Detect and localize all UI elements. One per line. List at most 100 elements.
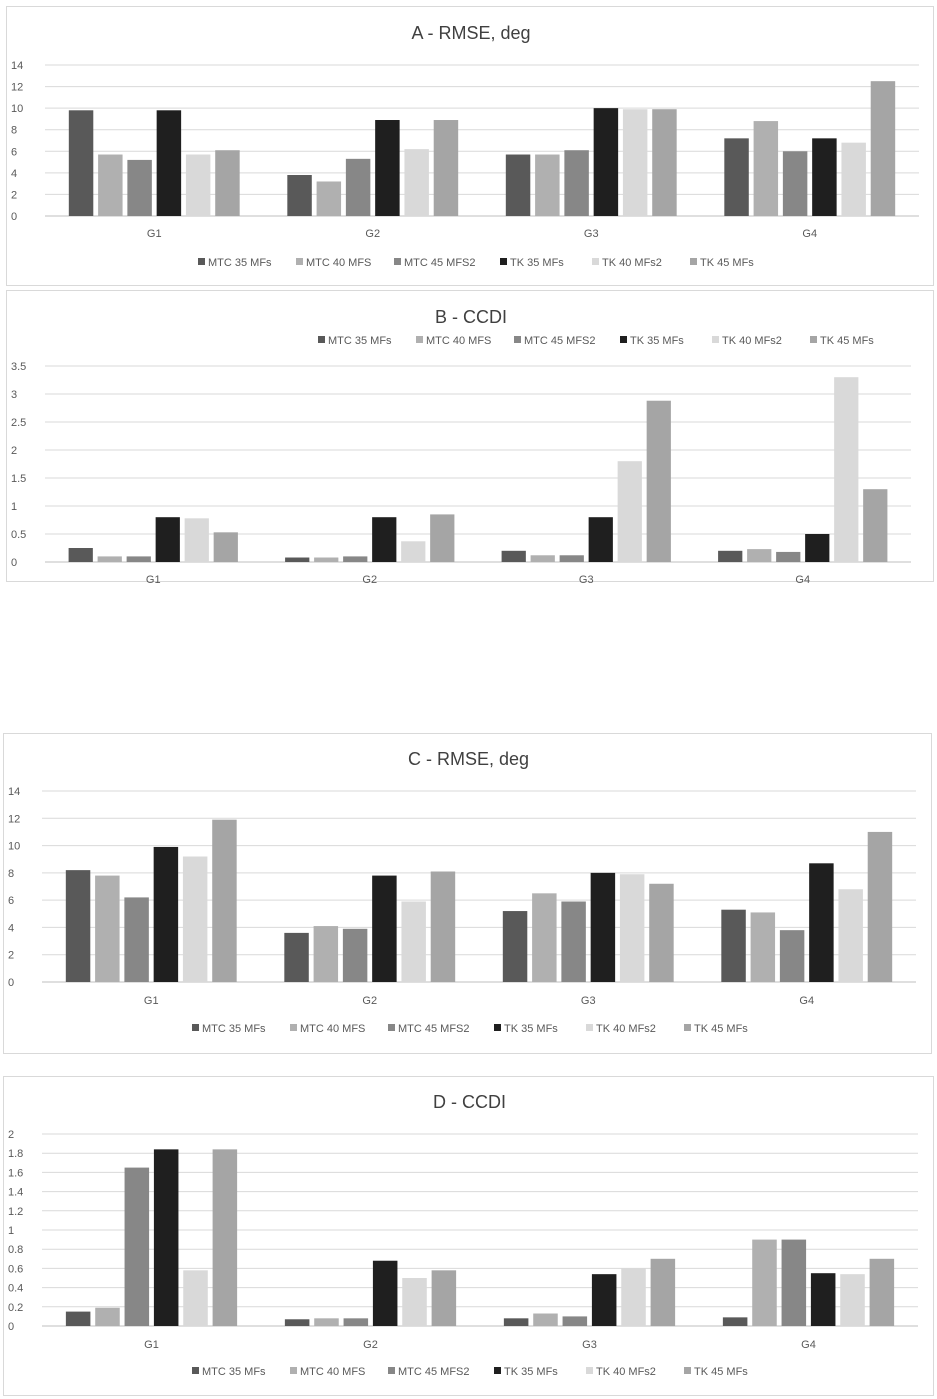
bar <box>401 541 426 562</box>
legend-swatch <box>514 336 521 343</box>
legend-swatch <box>290 1024 297 1031</box>
bar <box>68 548 93 562</box>
bar <box>870 81 896 216</box>
legend-swatch <box>192 1024 199 1031</box>
y-tick-label: 12 <box>11 82 23 94</box>
bar <box>284 1319 310 1326</box>
chart-title: D - CCDI <box>433 1092 506 1112</box>
bar <box>750 912 776 982</box>
bar <box>402 1278 427 1326</box>
bar <box>621 1268 646 1326</box>
y-tick-label: 0.2 <box>8 1302 23 1314</box>
category-label: G3 <box>582 1339 597 1351</box>
bar <box>65 870 91 982</box>
legend-swatch <box>416 336 423 343</box>
bar <box>649 883 674 982</box>
legend-label: MTC 40 MFS <box>426 335 491 347</box>
y-tick-label: 0.6 <box>8 1263 23 1275</box>
category-label: G4 <box>799 995 814 1007</box>
bar <box>126 556 151 562</box>
category-label: G3 <box>579 574 594 583</box>
legend-swatch <box>290 1367 297 1374</box>
bar <box>284 932 309 982</box>
bar <box>535 154 560 216</box>
y-tick-label: 1.2 <box>8 1206 23 1218</box>
bar <box>98 154 123 216</box>
bar <box>863 489 888 562</box>
bar <box>564 150 589 216</box>
y-tick-label: 8 <box>8 868 14 880</box>
y-tick-label: 2 <box>11 189 17 201</box>
bar <box>747 549 772 562</box>
bar <box>841 142 866 216</box>
legend-label: TK 45 MFs <box>700 257 754 269</box>
bar <box>753 121 779 216</box>
bar <box>153 1149 179 1326</box>
bar <box>834 377 859 562</box>
y-tick-label: 0 <box>11 211 17 223</box>
legend-swatch <box>388 1367 395 1374</box>
bar <box>869 1258 895 1326</box>
bar <box>155 517 180 562</box>
bar <box>404 149 429 216</box>
bar <box>375 120 400 216</box>
bar <box>314 557 339 562</box>
legend-label: TK 45 MFs <box>694 1366 748 1378</box>
chart-title: B - CCDI <box>435 307 507 327</box>
legend-label: MTC 40 MFS <box>300 1023 365 1035</box>
legend-swatch <box>296 258 303 265</box>
legend-label: MTC 45 MFS2 <box>398 1023 470 1035</box>
y-tick-label: 4 <box>8 922 14 934</box>
category-label: G1 <box>146 574 161 583</box>
legend-swatch <box>690 258 697 265</box>
category-label: G3 <box>584 228 599 240</box>
legend-label: TK 35 MFs <box>630 335 684 347</box>
category-label: G1 <box>144 995 159 1007</box>
bar <box>433 120 459 216</box>
bar <box>812 138 837 216</box>
y-tick-label: 10 <box>11 103 23 115</box>
bar <box>591 1274 617 1326</box>
bar <box>562 1316 588 1326</box>
bar <box>781 1239 807 1326</box>
legend-label: TK 40 MFs2 <box>602 257 662 269</box>
bar <box>313 926 339 982</box>
legend-swatch <box>684 1367 691 1374</box>
legend-label: TK 35 MFs <box>510 257 564 269</box>
bar <box>561 901 586 982</box>
category-label: G2 <box>365 228 380 240</box>
legend-swatch <box>494 1024 501 1031</box>
bar <box>345 158 371 216</box>
bar <box>810 1273 836 1326</box>
bar <box>779 930 805 982</box>
y-tick-label: 0 <box>11 557 17 569</box>
y-tick-label: 0.5 <box>11 529 26 541</box>
bar <box>593 108 619 216</box>
bar <box>212 819 237 982</box>
legend-label: MTC 45 MFS2 <box>524 335 596 347</box>
y-tick-label: 14 <box>11 60 23 72</box>
y-tick-label: 0.8 <box>8 1244 23 1256</box>
legend-label: TK 35 MFs <box>504 1023 558 1035</box>
bar <box>532 893 557 982</box>
y-tick-label: 14 <box>8 786 20 798</box>
y-tick-label: 1.5 <box>11 473 26 485</box>
y-tick-label: 6 <box>8 895 14 907</box>
legend-swatch <box>494 1367 501 1374</box>
bar <box>652 109 677 216</box>
bar <box>95 875 120 982</box>
chart-title: A - RMSE, deg <box>411 23 530 43</box>
legend-swatch <box>192 1367 199 1374</box>
bar <box>124 1167 150 1326</box>
bar <box>530 555 555 562</box>
bar <box>95 1307 120 1326</box>
legend-swatch <box>620 336 627 343</box>
bar <box>590 872 616 982</box>
bar <box>285 557 310 562</box>
bar <box>718 550 743 562</box>
bar <box>559 555 584 562</box>
y-tick-label: 4 <box>11 168 17 180</box>
bar <box>401 901 426 982</box>
bar <box>721 909 746 982</box>
y-tick-label: 8 <box>11 125 17 137</box>
